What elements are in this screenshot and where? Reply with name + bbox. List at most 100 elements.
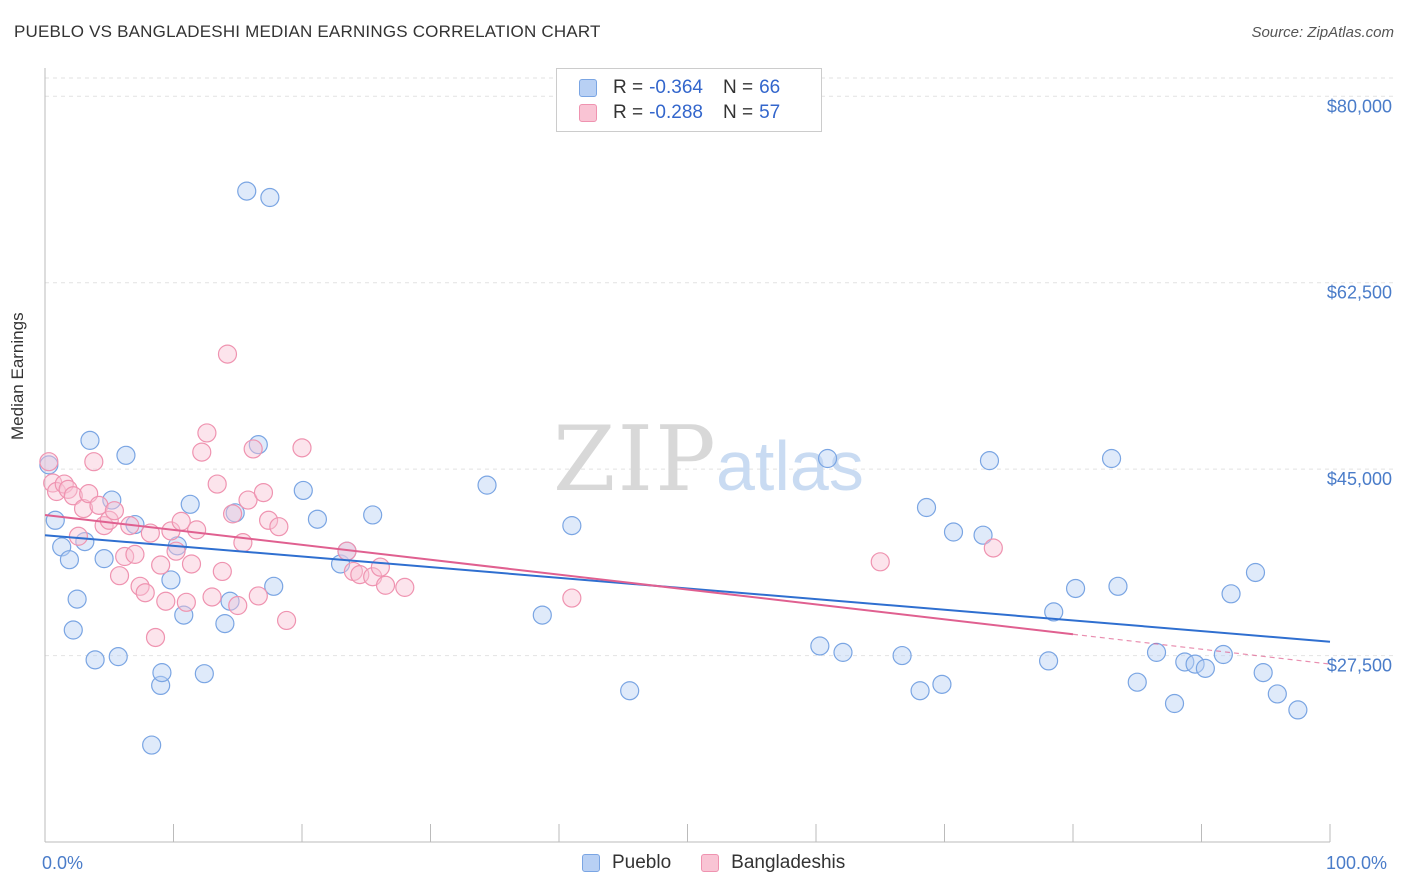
bangladeshis-point [212, 561, 232, 582]
bangladeshis-point [99, 510, 119, 530]
pueblo-point [916, 497, 937, 518]
y-tick-label: $80,000 [1327, 96, 1392, 116]
pueblo-point [63, 620, 83, 640]
pueblo-point [620, 681, 640, 701]
bangladeshis-point [370, 557, 390, 577]
pueblo-point [910, 681, 930, 701]
axes [44, 68, 1331, 843]
bangladeshis-point [145, 627, 166, 648]
bangladeshis-point [109, 566, 130, 586]
bangladeshis-point [202, 587, 222, 607]
pueblo-swatch-icon [579, 79, 597, 97]
correlation-legend: R = -0.364 N = 66 R = -0.288 N = 57 [556, 68, 822, 132]
bangladeshis-point [156, 591, 176, 611]
r-label: R = [613, 77, 644, 98]
y-tick-labels: $27,500 $45,000 $62,500 $80,000 [1327, 96, 1392, 675]
pueblo-point [973, 525, 993, 545]
n-label: N = [722, 77, 754, 98]
bangladeshis-point [151, 555, 171, 575]
bangladeshis-point [562, 588, 582, 608]
legend-row-bangladeshis: R = -0.288 N = 57 [579, 101, 780, 125]
pueblo-point [943, 522, 964, 542]
pueblo-point [152, 663, 172, 683]
n-value-pueblo: 66 [759, 77, 781, 98]
bangladeshis-point [238, 490, 258, 510]
bangladeshis-point [130, 576, 150, 596]
bangladeshis-point [223, 504, 243, 524]
pueblo-point [85, 650, 105, 670]
bangladeshis-point [39, 452, 59, 472]
legend-item-pueblo: Pueblo [582, 852, 671, 874]
x-tick-label-max: 100.0% [1326, 853, 1388, 873]
bangladeshis-legend-icon [701, 854, 720, 872]
bangladeshis-swatch-icon [579, 104, 597, 122]
pueblo-point [562, 516, 582, 536]
pueblo-point [116, 445, 136, 465]
pueblo-point [108, 647, 128, 667]
pueblo-point [67, 589, 87, 609]
n-label: N = [722, 102, 754, 123]
pueblo-point [1221, 584, 1241, 604]
bangladeshis-point [207, 474, 227, 494]
data-points [39, 181, 1308, 755]
bangladeshis-point [292, 438, 312, 458]
legend-label-pueblo: Pueblo [612, 852, 672, 873]
bangladeshis-point [89, 495, 109, 515]
bangladeshis-point [125, 544, 145, 564]
watermark-atlas: atlas [716, 427, 864, 505]
r-value-bangladeshis: -0.288 [649, 102, 703, 123]
pueblo-point [833, 642, 853, 662]
pueblo-point [45, 510, 65, 530]
pueblo-point [1164, 693, 1185, 714]
bangladeshis-point [68, 526, 89, 546]
bangladeshis-point [217, 344, 238, 364]
pueblo-point [142, 735, 162, 755]
y-tick-label: $62,500 [1327, 283, 1392, 303]
bangladeshis-point [58, 479, 78, 499]
bangladeshis-point [197, 423, 217, 443]
bangladeshis-point [248, 586, 268, 606]
pueblo-point [1065, 578, 1086, 599]
pueblo-point [215, 614, 235, 634]
pueblo-point [1288, 700, 1308, 720]
pueblo-point [180, 494, 200, 514]
pueblo-point [1146, 642, 1167, 662]
pueblo-point [817, 448, 838, 469]
bangladeshis-point [228, 595, 248, 616]
pueblo-point [75, 531, 95, 552]
pueblo-point [264, 576, 284, 596]
pueblo-point [59, 550, 80, 570]
pueblo-point [194, 664, 214, 684]
bangladeshis-trend-line [44, 513, 1074, 636]
bangladeshis-point [192, 442, 212, 462]
r-value-pueblo: -0.364 [649, 77, 703, 98]
bangladeshis-point [253, 482, 274, 503]
bangladeshis-point [187, 520, 207, 540]
bangladeshis-point [135, 583, 155, 603]
pueblo-point [477, 475, 497, 495]
pueblo-legend-icon [582, 854, 600, 872]
x-tick-label-min: 0.0% [42, 853, 84, 873]
pueblo-trend-line [44, 534, 1331, 643]
bangladeshis-point [269, 517, 289, 537]
pueblo-point [94, 549, 114, 569]
pueblo-point [1101, 448, 1122, 469]
bangladeshis-point [276, 610, 297, 631]
pueblo-point [810, 636, 830, 656]
bangladeshis-point [84, 452, 104, 472]
n-value-bangladeshis: 57 [759, 102, 781, 123]
bangladeshis-point [181, 554, 202, 574]
pueblo-point [161, 570, 181, 590]
pueblo-point [1195, 658, 1215, 678]
pueblo-point [1267, 684, 1287, 704]
bangladeshis-point [73, 498, 94, 519]
bangladeshis-point [395, 577, 415, 597]
bangladeshis-point [176, 592, 196, 612]
pueblo-point [293, 480, 313, 501]
pueblo-point [1185, 654, 1205, 674]
pueblo-point [237, 181, 257, 201]
pueblo-point [1213, 644, 1233, 665]
bangladeshis-trend-extension [1072, 633, 1331, 665]
series-legend: Pueblo Bangladeshis [582, 852, 875, 874]
